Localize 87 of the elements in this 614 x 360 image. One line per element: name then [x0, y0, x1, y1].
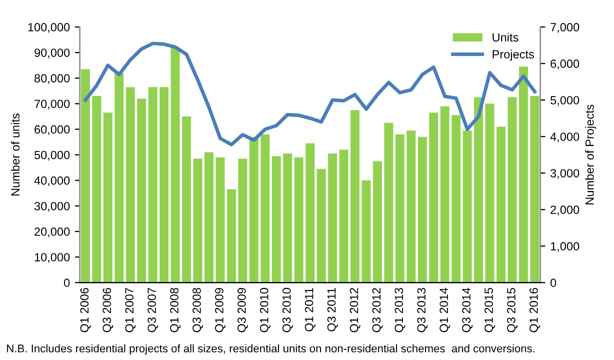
bar [350, 110, 360, 283]
bar [204, 152, 214, 283]
bar [429, 112, 438, 283]
x-tick-label: Q1 2011 [304, 288, 316, 332]
x-tick-label: Q3 2014 [462, 288, 473, 332]
legend-label: Projects [492, 50, 534, 61]
x-tick-label: Q1 2006 [80, 288, 91, 332]
y-tick-label: 10,000 [34, 253, 70, 263]
bar [238, 158, 248, 283]
y2-tick-label: 0 [550, 278, 556, 287]
bar [103, 112, 112, 283]
y-tick-label: 100,000 [28, 23, 70, 33]
bar [92, 96, 102, 283]
bar [193, 158, 202, 283]
x-tick-label: Q3 2011 [327, 288, 338, 332]
x-tick-label: Q1 2007 [125, 288, 136, 332]
x-tick-label: Q3 2012 [372, 288, 383, 332]
bar [452, 115, 461, 283]
bar [137, 98, 146, 283]
x-tick-label: Q1 2008 [170, 288, 181, 332]
bar [260, 134, 270, 283]
bar [372, 161, 382, 283]
y-tick-label: 30,000 [34, 202, 70, 212]
y-tick-label: 40,000 [34, 176, 70, 186]
y2-tick-label: 1,000 [550, 242, 580, 252]
y-tick-label: 60,000 [34, 125, 70, 136]
x-tick-label: Q3 2013 [417, 288, 428, 332]
bar [80, 69, 90, 283]
bar [462, 130, 472, 283]
y2-tick-label: 5,000 [550, 96, 580, 106]
bar [306, 143, 315, 283]
x-tick-label: Q1 2016 [530, 288, 540, 332]
bar [496, 126, 506, 283]
x-tick-label: Q3 2008 [192, 288, 204, 332]
legend-label: Units [492, 32, 518, 42]
bar [518, 66, 528, 283]
bar [339, 150, 348, 283]
bar [216, 157, 225, 283]
x-tick-label: Q3 2006 [102, 288, 114, 332]
y-axis-title: Number of units [10, 114, 20, 196]
y-tick-label: 90,000 [34, 48, 70, 58]
bar [485, 104, 494, 283]
y2-axis-title: Number of Projects [585, 104, 596, 204]
bar [316, 168, 326, 283]
bar [440, 106, 450, 283]
x-tick-label: Q1 2009 [215, 288, 226, 332]
bar [294, 157, 304, 283]
bar [406, 130, 416, 283]
y2-tick-label: 4,000 [550, 132, 580, 142]
x-tick-label: Q3 2007 [148, 288, 158, 332]
x-tick-label: Q1 2015 [484, 288, 496, 332]
x-tick-label: Q3 2015 [507, 288, 518, 332]
bar [182, 116, 192, 283]
y-tick-label: 50,000 [34, 150, 70, 161]
bar [362, 180, 371, 283]
bar [226, 189, 236, 283]
x-tick-label: Q1 2010 [260, 288, 270, 332]
x-tick-label: Q3 2009 [237, 288, 248, 332]
y2-tick-label: 7,000 [550, 23, 580, 33]
bar [272, 156, 281, 283]
y2-tick-label: 3,000 [550, 169, 580, 179]
bar [126, 87, 135, 283]
y-tick-label: 0 [64, 278, 70, 287]
y2-tick-label: 6,000 [550, 60, 580, 70]
y-tick-label: 80,000 [34, 74, 70, 84]
x-tick-label: Q1 2012 [350, 288, 360, 332]
bar [114, 73, 124, 283]
bar [160, 87, 169, 283]
bar [283, 154, 292, 283]
x-tick-label: Q3 2010 [282, 288, 293, 332]
bar [148, 87, 158, 283]
x-tick-label: Q1 2013 [394, 288, 406, 332]
bar [170, 47, 180, 283]
bar [508, 97, 517, 283]
bar [395, 134, 404, 283]
bar [249, 136, 258, 283]
bar [418, 136, 427, 283]
bar [530, 96, 540, 283]
bar [328, 154, 338, 283]
bar [384, 122, 394, 283]
line-series [84, 42, 536, 146]
bar [474, 97, 484, 283]
x-tick-label: Q1 2014 [440, 288, 450, 332]
text: N.B. Includes residential projects of all sizes, residential units on non-residential schemes and conversions. [7, 344, 534, 355]
y-tick-label: 20,000 [34, 228, 70, 238]
y2-tick-label: 2,000 [550, 206, 580, 216]
y-tick-label: 70,000 [34, 100, 70, 110]
